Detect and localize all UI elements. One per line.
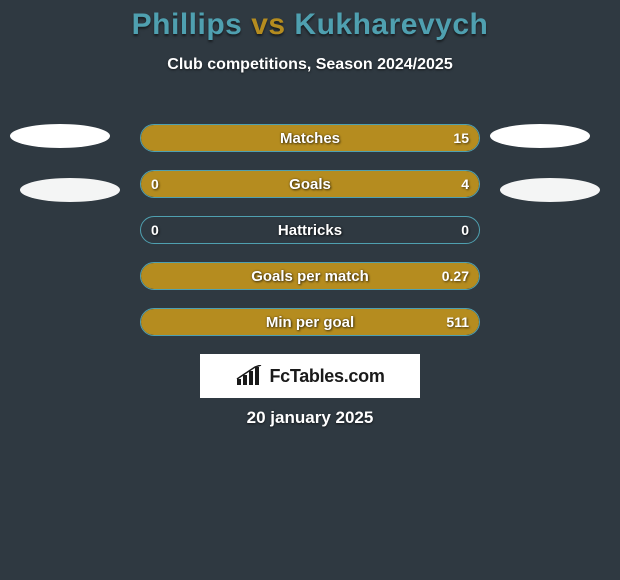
comparison-title: Phillips vs Kukharevych xyxy=(0,0,620,42)
player1-name: Phillips xyxy=(132,8,243,41)
stat-row: Goals04 xyxy=(140,170,480,198)
player2-avatar-placeholder-b xyxy=(500,178,600,202)
title-vs: vs xyxy=(251,8,285,41)
source-logo: FcTables.com xyxy=(200,354,420,398)
stat-row: Goals per match0.27 xyxy=(140,262,480,290)
stat-fill-right xyxy=(141,263,479,289)
stat-fill-right xyxy=(141,309,479,335)
stats-container: Matches15 Goals04 Hattricks0 0 Goals per mat… xyxy=(140,124,480,354)
player2-avatar-placeholder-a xyxy=(490,124,590,148)
stat-label: Hattricks xyxy=(141,217,479,243)
stat-fill-right xyxy=(141,125,479,151)
stat-row: Matches15 xyxy=(140,124,480,152)
stat-fill-right xyxy=(202,171,479,197)
bars-icon xyxy=(235,365,263,387)
stat-value-left: 0 xyxy=(151,217,159,243)
stat-value-right: 0 xyxy=(461,217,469,243)
stat-row: Hattricks0 0 xyxy=(140,216,480,244)
snapshot-date: 20 january 2025 xyxy=(0,408,620,428)
subtitle: Club competitions, Season 2024/2025 xyxy=(0,56,620,74)
stat-row: Min per goal511 xyxy=(140,308,480,336)
player1-avatar-placeholder-b xyxy=(20,178,120,202)
player1-avatar-placeholder-a xyxy=(10,124,110,148)
logo-text: FcTables.com xyxy=(269,366,384,387)
stat-fill-left xyxy=(141,171,202,197)
player2-name: Kukharevych xyxy=(294,8,488,41)
